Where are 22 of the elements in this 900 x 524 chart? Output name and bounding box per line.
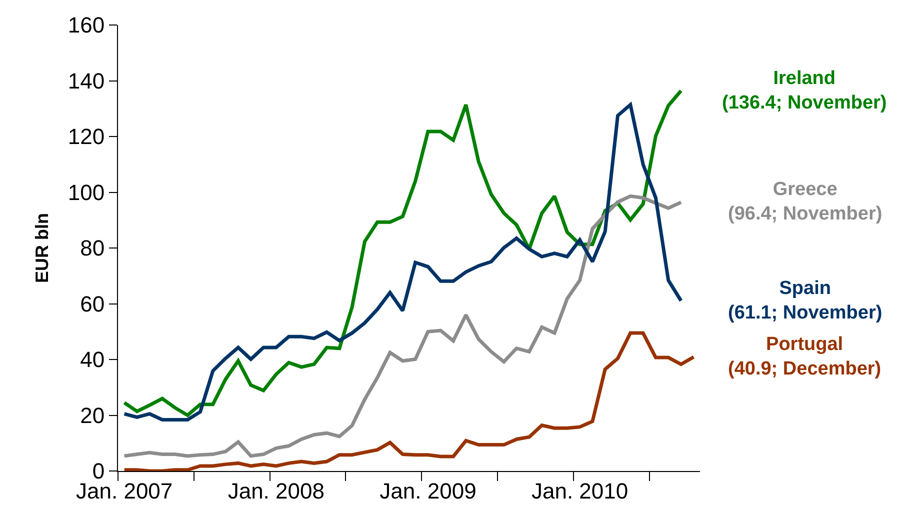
y-tick-label: 40 [80,347,105,372]
text: Portugal [766,334,844,355]
y-tick-label: 120 [68,124,105,150]
x-tick-label: Jan. 2009 [380,478,476,504]
y-tick-label: 80 [80,236,105,261]
text: Greece [772,179,838,200]
y-axis-title: EUR bln [32,213,52,283]
y-tick-label: 160 [68,12,105,38]
text: (136.4; November) [722,92,887,114]
x-tick-label: Jan. 2008 [228,478,324,504]
text: (61.1; November) [728,302,882,324]
y-tick-label: 60 [80,291,105,316]
y-tick-label: 20 [80,402,105,428]
y-tick-label: 140 [68,68,105,94]
x-tick-label: Jan. 2010 [531,478,628,504]
text: (96.4; November) [728,204,882,225]
y-tick-label: 100 [68,180,105,205]
text: (40.9; December) [728,358,882,380]
line-series [122,331,696,471]
text: Spain [779,278,831,299]
line-series [122,194,683,458]
text: Ireland [773,68,836,89]
